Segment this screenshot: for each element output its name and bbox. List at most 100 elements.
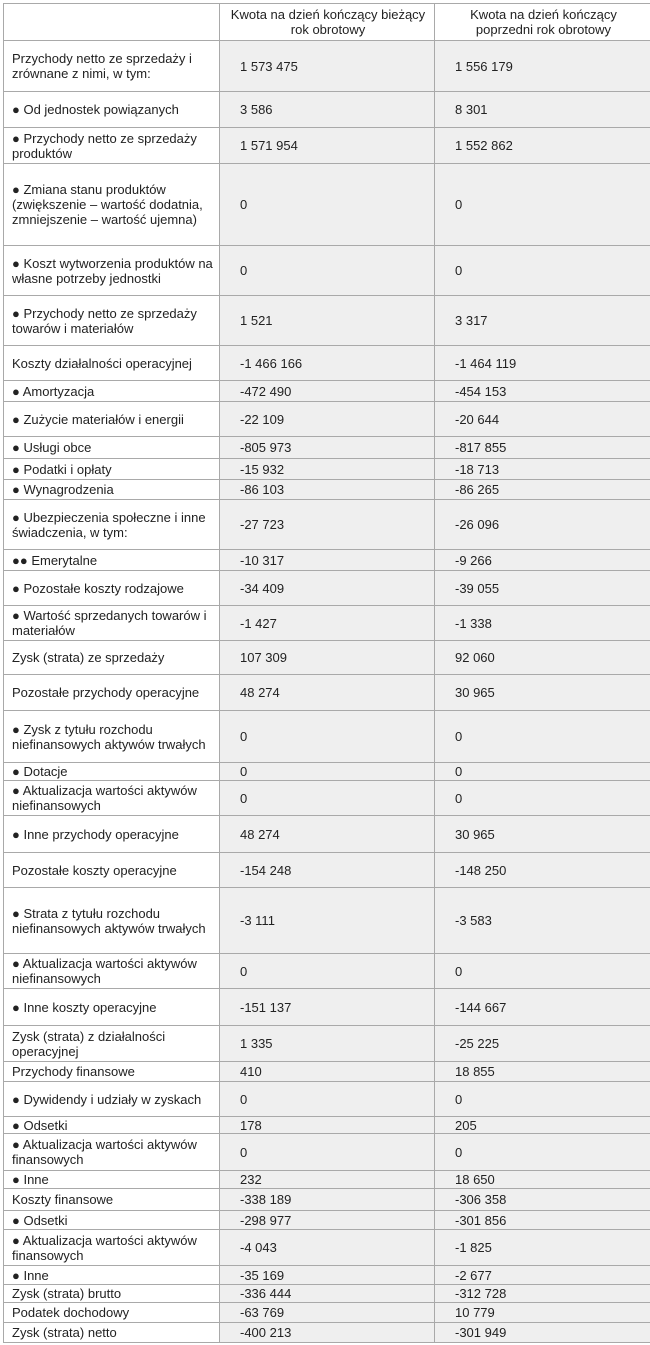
row-label: ● Wartość sprzedanych towarów i materiał… bbox=[3, 605, 220, 641]
table-row: Pozostałe koszty operacyjne -154 248 -148 … bbox=[3, 852, 650, 888]
row-label: ● Pozostałe koszty rodzajowe bbox=[3, 570, 220, 606]
row-label: ●● Emerytalne bbox=[3, 549, 220, 571]
value-previous: -148 250 bbox=[434, 852, 650, 888]
table-row: ● Zysk z tytułu rozchodu niefinansowych … bbox=[3, 710, 650, 763]
value-previous: 30 965 bbox=[434, 815, 650, 853]
value-current: -15 932 bbox=[219, 458, 435, 480]
row-label: Koszty finansowe bbox=[3, 1188, 220, 1211]
row-label: ● Koszt wytworzenia produktów na własne … bbox=[3, 245, 220, 296]
value-current: 0 bbox=[219, 1133, 435, 1171]
row-label: ● Odsetki bbox=[3, 1210, 220, 1230]
table-row: ● Koszt wytworzenia produktów na własne … bbox=[3, 245, 650, 296]
table-row: ● Od jednostek powiązanych 3 586 8 301 bbox=[3, 91, 650, 128]
value-current: -34 409 bbox=[219, 570, 435, 606]
table-row: ● Aktualizacja wartości aktywów niefinan… bbox=[3, 780, 650, 816]
table-row: ● Aktualizacja wartości aktywów finansow… bbox=[3, 1133, 650, 1171]
value-previous: -18 713 bbox=[434, 458, 650, 480]
table-row: Zysk (strata) netto -400 213 -301 949 bbox=[3, 1322, 650, 1343]
row-label: ● Odsetki bbox=[3, 1116, 220, 1134]
row-label: ● Przychody netto ze sprzedaży towarów i… bbox=[3, 295, 220, 346]
value-current: -472 490 bbox=[219, 380, 435, 402]
row-label: Pozostałe koszty operacyjne bbox=[3, 852, 220, 888]
value-previous: -39 055 bbox=[434, 570, 650, 606]
table-row: ● Inne 232 18 650 bbox=[3, 1170, 650, 1189]
row-label: ● Aktualizacja wartości aktywów niefinan… bbox=[3, 953, 220, 989]
table-row: Zysk (strata) brutto -336 444 -312 728 bbox=[3, 1284, 650, 1303]
value-current: -22 109 bbox=[219, 401, 435, 437]
row-label: ● Amortyzacja bbox=[3, 380, 220, 402]
value-previous: 18 855 bbox=[434, 1061, 650, 1082]
table-row: ●● Emerytalne -10 317 -9 266 bbox=[3, 549, 650, 571]
table-row: ● Odsetki 178 205 bbox=[3, 1116, 650, 1134]
value-previous: 0 bbox=[434, 762, 650, 781]
value-previous: -25 225 bbox=[434, 1025, 650, 1062]
value-previous: 0 bbox=[434, 1133, 650, 1171]
row-label: Zysk (strata) z działalności operacyjnej bbox=[3, 1025, 220, 1062]
row-label: ● Przychody netto ze sprzedaży produktów bbox=[3, 127, 220, 164]
row-label: ● Dywidendy i udziały w zyskach bbox=[3, 1081, 220, 1117]
value-current: 48 274 bbox=[219, 815, 435, 853]
value-current: 178 bbox=[219, 1116, 435, 1134]
table-row: ● Inne koszty operacyjne -151 137 -144 667 bbox=[3, 988, 650, 1026]
table-row: ● Aktualizacja wartości aktywów niefinan… bbox=[3, 953, 650, 989]
row-label: ● Ubezpieczenia społeczne i inne świadcz… bbox=[3, 499, 220, 550]
value-previous: 0 bbox=[434, 163, 650, 246]
value-current: 0 bbox=[219, 163, 435, 246]
value-previous: -1 338 bbox=[434, 605, 650, 641]
value-previous: 0 bbox=[434, 1081, 650, 1117]
header-current-year: Kwota na dzień kończący bieżący rok obro… bbox=[219, 3, 435, 41]
value-current: 410 bbox=[219, 1061, 435, 1082]
table-row: ● Pozostałe koszty rodzajowe -34 409 -39 0… bbox=[3, 570, 650, 606]
row-label: ● Inne bbox=[3, 1170, 220, 1189]
row-label: Przychody finansowe bbox=[3, 1061, 220, 1082]
value-current: -86 103 bbox=[219, 479, 435, 500]
row-label: ● Inne przychody operacyjne bbox=[3, 815, 220, 853]
value-current: 3 586 bbox=[219, 91, 435, 128]
table-row: ● Amortyzacja -472 490 -454 153 bbox=[3, 380, 650, 402]
table-row: ● Inne -35 169 -2 677 bbox=[3, 1265, 650, 1285]
value-current: 0 bbox=[219, 780, 435, 816]
row-label: ● Usługi obce bbox=[3, 436, 220, 459]
value-current: -805 973 bbox=[219, 436, 435, 459]
table-row: Podatek dochodowy -63 769 10 779 bbox=[3, 1302, 650, 1323]
header-previous-year: Kwota na dzień kończący poprzedni rok ob… bbox=[434, 3, 650, 41]
value-current: -151 137 bbox=[219, 988, 435, 1026]
value-current: 1 573 475 bbox=[219, 40, 435, 92]
table-row: Koszty finansowe -338 189 -306 358 bbox=[3, 1188, 650, 1211]
value-previous: 1 552 862 bbox=[434, 127, 650, 164]
row-label: ● Aktualizacja wartości aktywów niefinan… bbox=[3, 780, 220, 816]
value-previous: -306 358 bbox=[434, 1188, 650, 1211]
table-row: Zysk (strata) z działalności operacyjnej… bbox=[3, 1025, 650, 1062]
table-row: ● Przychody netto ze sprzedaży produktów… bbox=[3, 127, 650, 164]
table-row: ● Wartość sprzedanych towarów i materiał… bbox=[3, 605, 650, 641]
row-label: ● Podatki i opłaty bbox=[3, 458, 220, 480]
row-label: Zysk (strata) netto bbox=[3, 1322, 220, 1343]
row-label: ● Inne koszty operacyjne bbox=[3, 988, 220, 1026]
value-previous: -1 825 bbox=[434, 1229, 650, 1266]
value-previous: 0 bbox=[434, 953, 650, 989]
value-previous: -144 667 bbox=[434, 988, 650, 1026]
row-label: ● Aktualizacja wartości aktywów finansow… bbox=[3, 1229, 220, 1266]
table-row: Koszty działalności operacyjnej -1 466 16… bbox=[3, 345, 650, 381]
table-row: ● Usługi obce -805 973 -817 855 bbox=[3, 436, 650, 459]
value-current: 107 309 bbox=[219, 640, 435, 675]
row-label: Zysk (strata) ze sprzedaży bbox=[3, 640, 220, 675]
row-label: ● Zmiana stanu produktów (zwiększenie – … bbox=[3, 163, 220, 246]
financial-table: Kwota na dzień kończący bieżący rok obro… bbox=[3, 3, 650, 1343]
value-current: 0 bbox=[219, 953, 435, 989]
table-row: ● Odsetki -298 977 -301 856 bbox=[3, 1210, 650, 1230]
value-current: 0 bbox=[219, 1081, 435, 1117]
row-label: Przychody netto ze sprzedaży i zrównane … bbox=[3, 40, 220, 92]
value-current: 1 521 bbox=[219, 295, 435, 346]
table-row: ● Ubezpieczenia społeczne i inne świadcz… bbox=[3, 499, 650, 550]
table-row: Zysk (strata) ze sprzedaży 107 309 92 060 bbox=[3, 640, 650, 675]
value-previous: 3 317 bbox=[434, 295, 650, 346]
value-current: -10 317 bbox=[219, 549, 435, 571]
table-row: Przychody netto ze sprzedaży i zrównane … bbox=[3, 40, 650, 92]
value-current: -1 427 bbox=[219, 605, 435, 641]
value-previous: -86 265 bbox=[434, 479, 650, 500]
row-label: Pozostałe przychody operacyjne bbox=[3, 674, 220, 711]
table-row: ● Zmiana stanu produktów (zwiększenie – … bbox=[3, 163, 650, 246]
value-previous: -454 153 bbox=[434, 380, 650, 402]
value-previous: -2 677 bbox=[434, 1265, 650, 1285]
